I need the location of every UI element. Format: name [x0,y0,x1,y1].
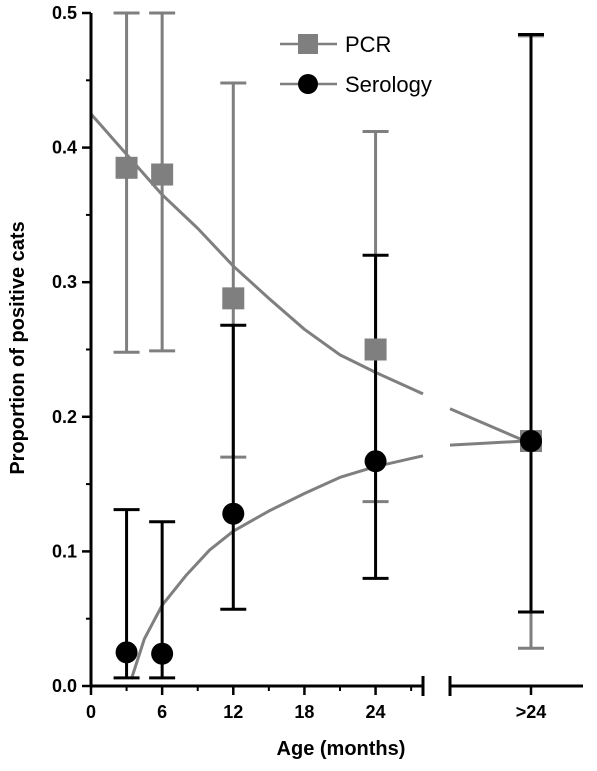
marker-serology [115,641,138,664]
axes: 0.0 0.1 0.2 0.3 0.4 0.5 0 6 12 18 24 >24 [52,3,583,722]
x-tick-label: 6 [157,702,167,722]
y-tick-label: 0.1 [52,541,77,561]
data-markers [115,156,542,665]
fit-curves [89,112,424,680]
fit-curve-pcr [89,112,424,396]
x-axis-title: Age (months) [277,738,406,760]
y-tick-label: 0.0 [52,676,77,696]
legend: PCR Serology [280,32,432,97]
marker-serology [520,430,542,453]
x-tick-label: 18 [294,702,314,722]
marker-serology [364,450,387,473]
marker-pcr [364,338,387,361]
convergence-line-pcr [449,407,526,443]
x-tick-label: 24 [366,702,386,722]
marker-serology [151,642,174,665]
y-tick-label: 0.2 [52,407,77,427]
marker-pcr [115,156,138,179]
x-tick-label: 12 [223,702,243,722]
y-tick-label: 0.4 [52,138,77,158]
y-tick-label: 0.3 [52,272,77,292]
y-axis-title: Proportion of positive cats [7,221,29,474]
legend-label-pcr: PCR [345,32,391,57]
marker-serology [222,502,245,525]
x-tick-label-category: >24 [516,702,547,722]
fit-curve-serology [129,454,424,680]
marker-pcr [151,163,174,186]
marker-pcr [222,287,245,310]
legend-marker-serology [298,74,318,94]
x-tick-label: 0 [86,702,96,722]
legend-label-serology: Serology [345,72,432,97]
y-tick-label: 0.5 [52,3,77,23]
convergence-line-serology [449,439,526,447]
legend-marker-pcr [298,34,318,54]
convergence-lines [449,407,526,447]
